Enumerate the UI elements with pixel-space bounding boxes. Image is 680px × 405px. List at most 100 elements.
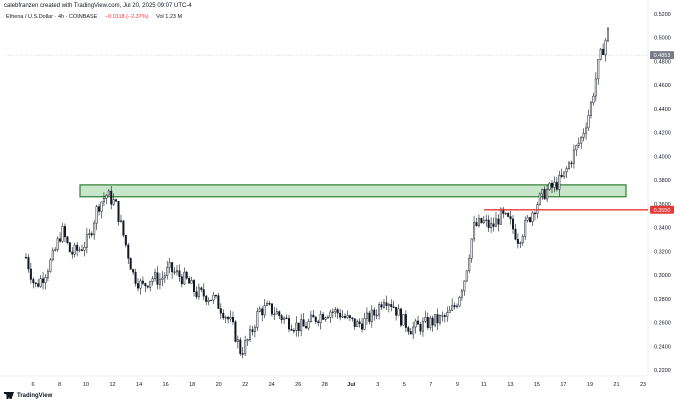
candle-body <box>594 78 597 97</box>
candle-body <box>599 48 602 60</box>
candle-body <box>42 278 45 283</box>
candle-body <box>292 330 295 332</box>
candle-body <box>127 244 130 259</box>
candle-body <box>365 312 368 319</box>
candle-body <box>249 329 252 340</box>
candle-body <box>98 206 101 212</box>
candle-body <box>309 314 312 322</box>
candle-body <box>166 267 169 276</box>
y-tick-label: 0.4200 <box>654 131 671 137</box>
candle-body <box>73 244 76 255</box>
candle-body <box>361 323 364 330</box>
candle-body <box>236 339 239 342</box>
candle-body <box>589 102 592 116</box>
candle-body <box>438 315 441 324</box>
candle-body <box>507 212 510 217</box>
x-tick-label: 18 <box>189 382 195 388</box>
candle-body <box>390 304 393 308</box>
candle-body <box>324 317 327 320</box>
candle-body <box>494 218 497 227</box>
candle-body <box>353 318 356 327</box>
candle-body <box>37 283 40 287</box>
candle-body <box>29 268 32 280</box>
candle-body <box>46 271 49 278</box>
candle-body <box>56 238 59 250</box>
candle-body <box>387 304 390 306</box>
candle-body <box>429 317 432 328</box>
candle-body <box>59 238 62 242</box>
candle-body <box>482 220 485 224</box>
candle-body <box>580 137 583 144</box>
candle-body <box>351 317 354 319</box>
candle-body <box>597 59 600 80</box>
candle-body <box>572 149 575 164</box>
candle-body <box>105 194 108 199</box>
candle-body <box>295 322 298 331</box>
candle-body <box>512 218 515 230</box>
candle-body <box>119 220 122 222</box>
candle-body <box>202 289 205 297</box>
candle-body <box>426 317 429 328</box>
y-tick-label: 0.3800 <box>654 178 671 184</box>
candle-body <box>263 305 266 316</box>
candle-body <box>297 322 300 332</box>
x-tick-label: 12 <box>110 382 116 388</box>
candle-body <box>519 242 522 244</box>
candle-body <box>443 315 446 317</box>
candle-body <box>134 271 137 284</box>
candle-body <box>210 299 213 302</box>
candle-body <box>185 271 188 279</box>
candle-body <box>373 309 376 316</box>
candle-body <box>531 212 534 222</box>
candle-body <box>207 299 210 302</box>
candle-body <box>158 279 161 285</box>
candle-body <box>514 228 517 240</box>
candle-body <box>487 219 490 228</box>
candle-body <box>227 316 230 320</box>
candle-body <box>404 314 407 328</box>
candle-body <box>402 314 405 326</box>
candle-body <box>68 242 71 253</box>
candle-body <box>246 339 249 342</box>
y-tick-label: 0.2800 <box>654 297 671 303</box>
candle-body <box>132 269 135 273</box>
candle-body <box>358 321 361 325</box>
candle-body <box>602 48 605 56</box>
x-tick-label: 21 <box>613 382 619 388</box>
candle-body <box>66 236 69 243</box>
tradingview-logo: TradingView <box>4 392 52 399</box>
candle-body <box>90 233 93 236</box>
candle-body <box>137 283 140 289</box>
candle-body <box>392 306 395 308</box>
candle-body <box>115 199 118 202</box>
candle-body <box>546 189 549 200</box>
candle-body <box>234 321 237 342</box>
candle-body <box>314 316 317 322</box>
candle-body <box>604 39 607 56</box>
chart-credit: calebfranzen created with TradingView.co… <box>4 3 192 9</box>
candle-body <box>477 218 480 226</box>
candle-body <box>331 311 334 313</box>
candle-body <box>592 95 595 103</box>
x-tick-label: 17 <box>560 382 566 388</box>
candle-body <box>434 314 437 326</box>
candle-body <box>290 328 293 331</box>
symbol-header: Ethena / U.S.Dollar · 4h · COINBASE −0.0… <box>6 14 188 20</box>
candle-body <box>322 314 325 320</box>
candle-body <box>497 218 500 225</box>
candle-body <box>151 278 154 282</box>
candle-body <box>253 327 256 332</box>
y-tick-label: 0.4400 <box>654 107 671 113</box>
candle-body <box>375 314 378 317</box>
candle-body <box>287 318 290 330</box>
x-tick-label: 13 <box>507 382 513 388</box>
candle-body <box>300 319 303 332</box>
candle-body <box>275 311 278 315</box>
candle-body <box>100 201 103 212</box>
candle-body <box>453 305 456 308</box>
candle-body <box>382 302 385 308</box>
candle-body <box>585 127 588 134</box>
candle-body <box>475 222 478 226</box>
candle-body <box>397 308 400 316</box>
